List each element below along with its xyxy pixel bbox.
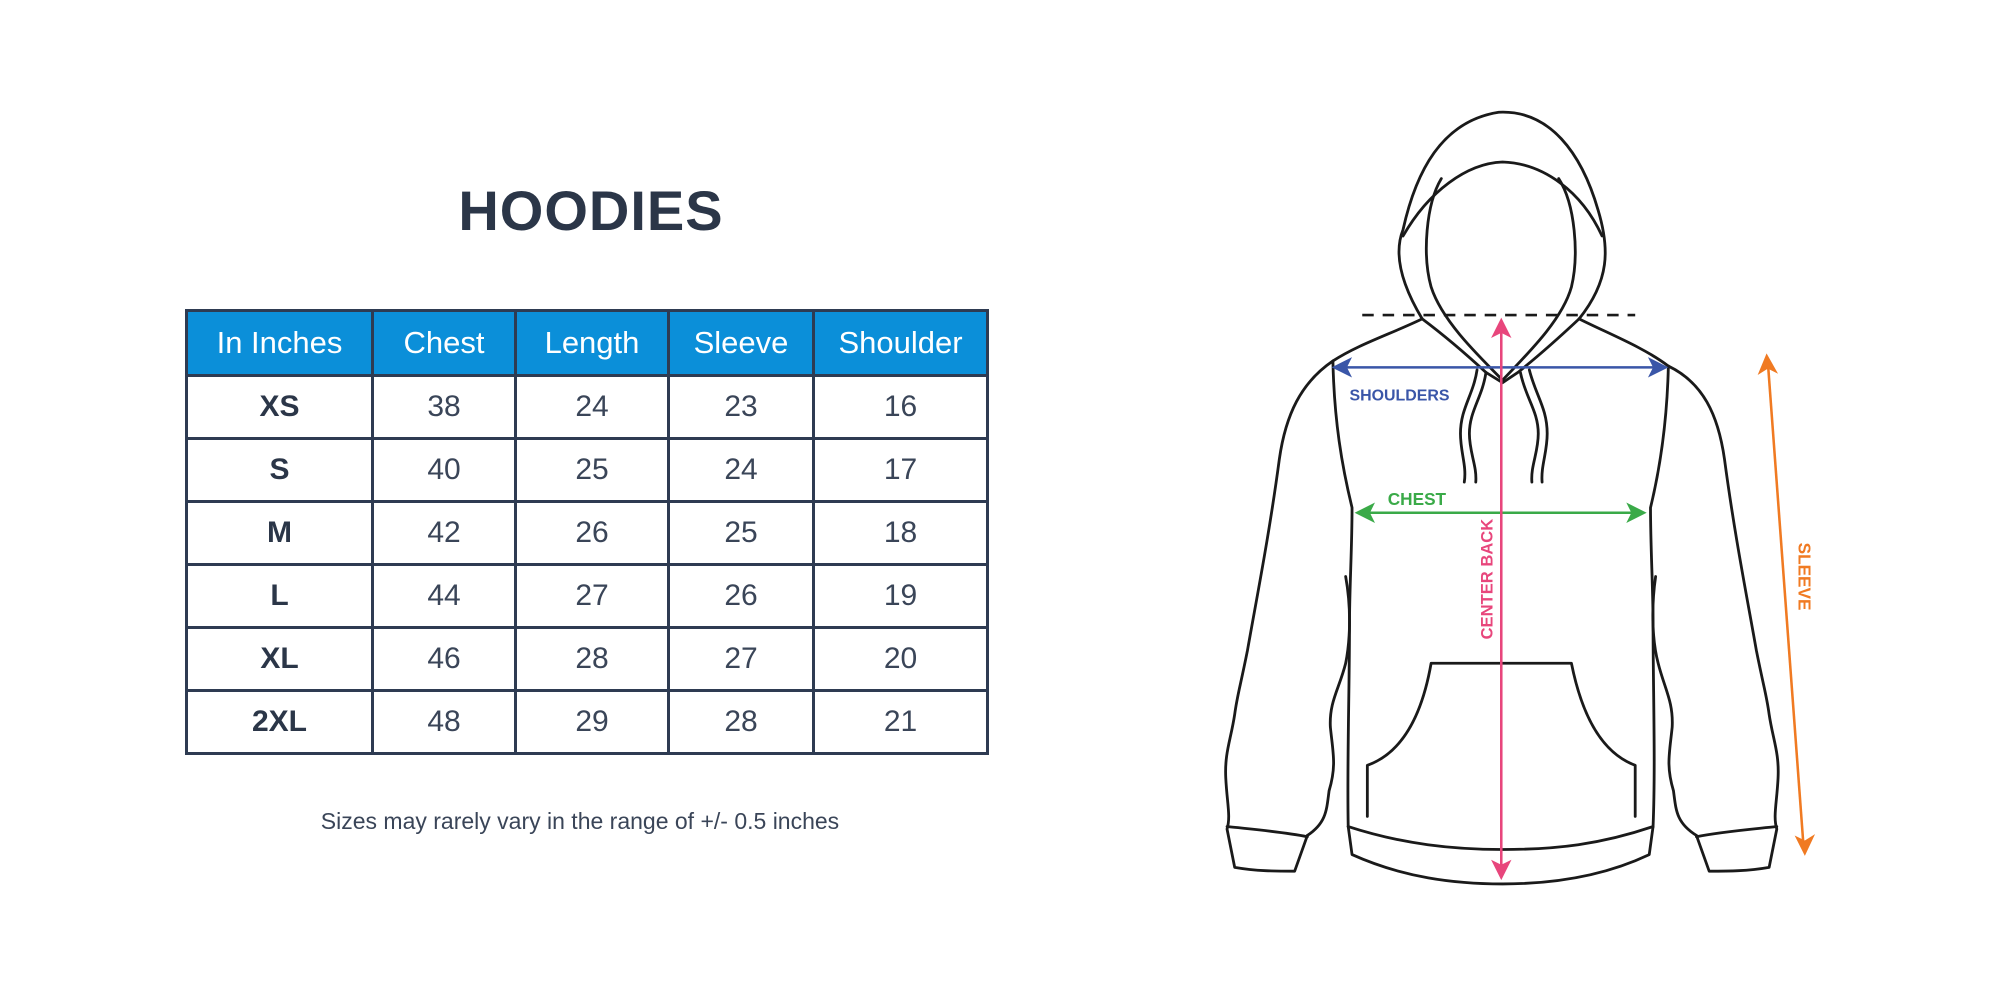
table-row: M 42 26 25 18: [185, 500, 989, 566]
header-cell: Chest: [371, 309, 517, 377]
measurement-cell: 46: [371, 626, 517, 692]
measurement-cell: 16: [812, 374, 989, 440]
table-row: XL 46 28 27 20: [185, 626, 989, 692]
size-cell: S: [185, 437, 374, 503]
header-cell: Length: [514, 309, 670, 377]
measurement-cell: 27: [514, 563, 670, 629]
measurement-cell: 21: [812, 689, 989, 755]
size-cell: XL: [185, 626, 374, 692]
measurement-cell: 40: [371, 437, 517, 503]
measurement-cell: 25: [514, 437, 670, 503]
measurement-cell: 26: [667, 563, 815, 629]
sleeve-arrow: [1757, 353, 1816, 856]
chest-label: CHEST: [1388, 489, 1447, 509]
table-row: 2XL 48 29 28 21: [185, 689, 989, 755]
center-back-label: CENTER BACK: [1477, 519, 1496, 640]
sleeve-label: SLEEVE: [1794, 543, 1814, 611]
measurement-cell: 19: [812, 563, 989, 629]
measurement-cell: 17: [812, 437, 989, 503]
measurement-cell: 24: [667, 437, 815, 503]
measurement-cell: 28: [514, 626, 670, 692]
size-cell: M: [185, 500, 374, 566]
measurement-cell: 29: [514, 689, 670, 755]
size-cell: L: [185, 563, 374, 629]
measurement-cell: 44: [371, 563, 517, 629]
measurement-cell: 18: [812, 500, 989, 566]
center-back-arrow: [1491, 317, 1512, 881]
header-cell: Shoulder: [812, 309, 989, 377]
measurement-cell: 26: [514, 500, 670, 566]
header-cell: Sleeve: [667, 309, 815, 377]
measurement-cell: 42: [371, 500, 517, 566]
measurement-cell: 48: [371, 689, 517, 755]
table-row: XS 38 24 23 16: [185, 374, 989, 440]
table-row: L 44 27 26 19: [185, 563, 989, 629]
table-row: S 40 25 24 17: [185, 437, 989, 503]
measurement-cell: 38: [371, 374, 517, 440]
measurement-cell: 23: [667, 374, 815, 440]
header-cell: In Inches: [185, 309, 374, 377]
size-chart-table: In Inches Chest Length Sleeve Shoulder X…: [185, 309, 989, 755]
size-variance-note: Sizes may rarely vary in the range of +/…: [320, 808, 840, 834]
measurement-cell: 28: [667, 689, 815, 755]
size-cell: XS: [185, 374, 374, 440]
page-title: HOODIES: [458, 179, 724, 242]
measurement-cell: 25: [667, 500, 815, 566]
table-header-row: In Inches Chest Length Sleeve Shoulder: [185, 309, 989, 377]
measurement-cell: 27: [667, 626, 815, 692]
size-cell: 2XL: [185, 689, 374, 755]
measurement-cell: 24: [514, 374, 670, 440]
measurement-cell: 20: [812, 626, 989, 692]
shoulders-label: SHOULDERS: [1349, 388, 1449, 405]
